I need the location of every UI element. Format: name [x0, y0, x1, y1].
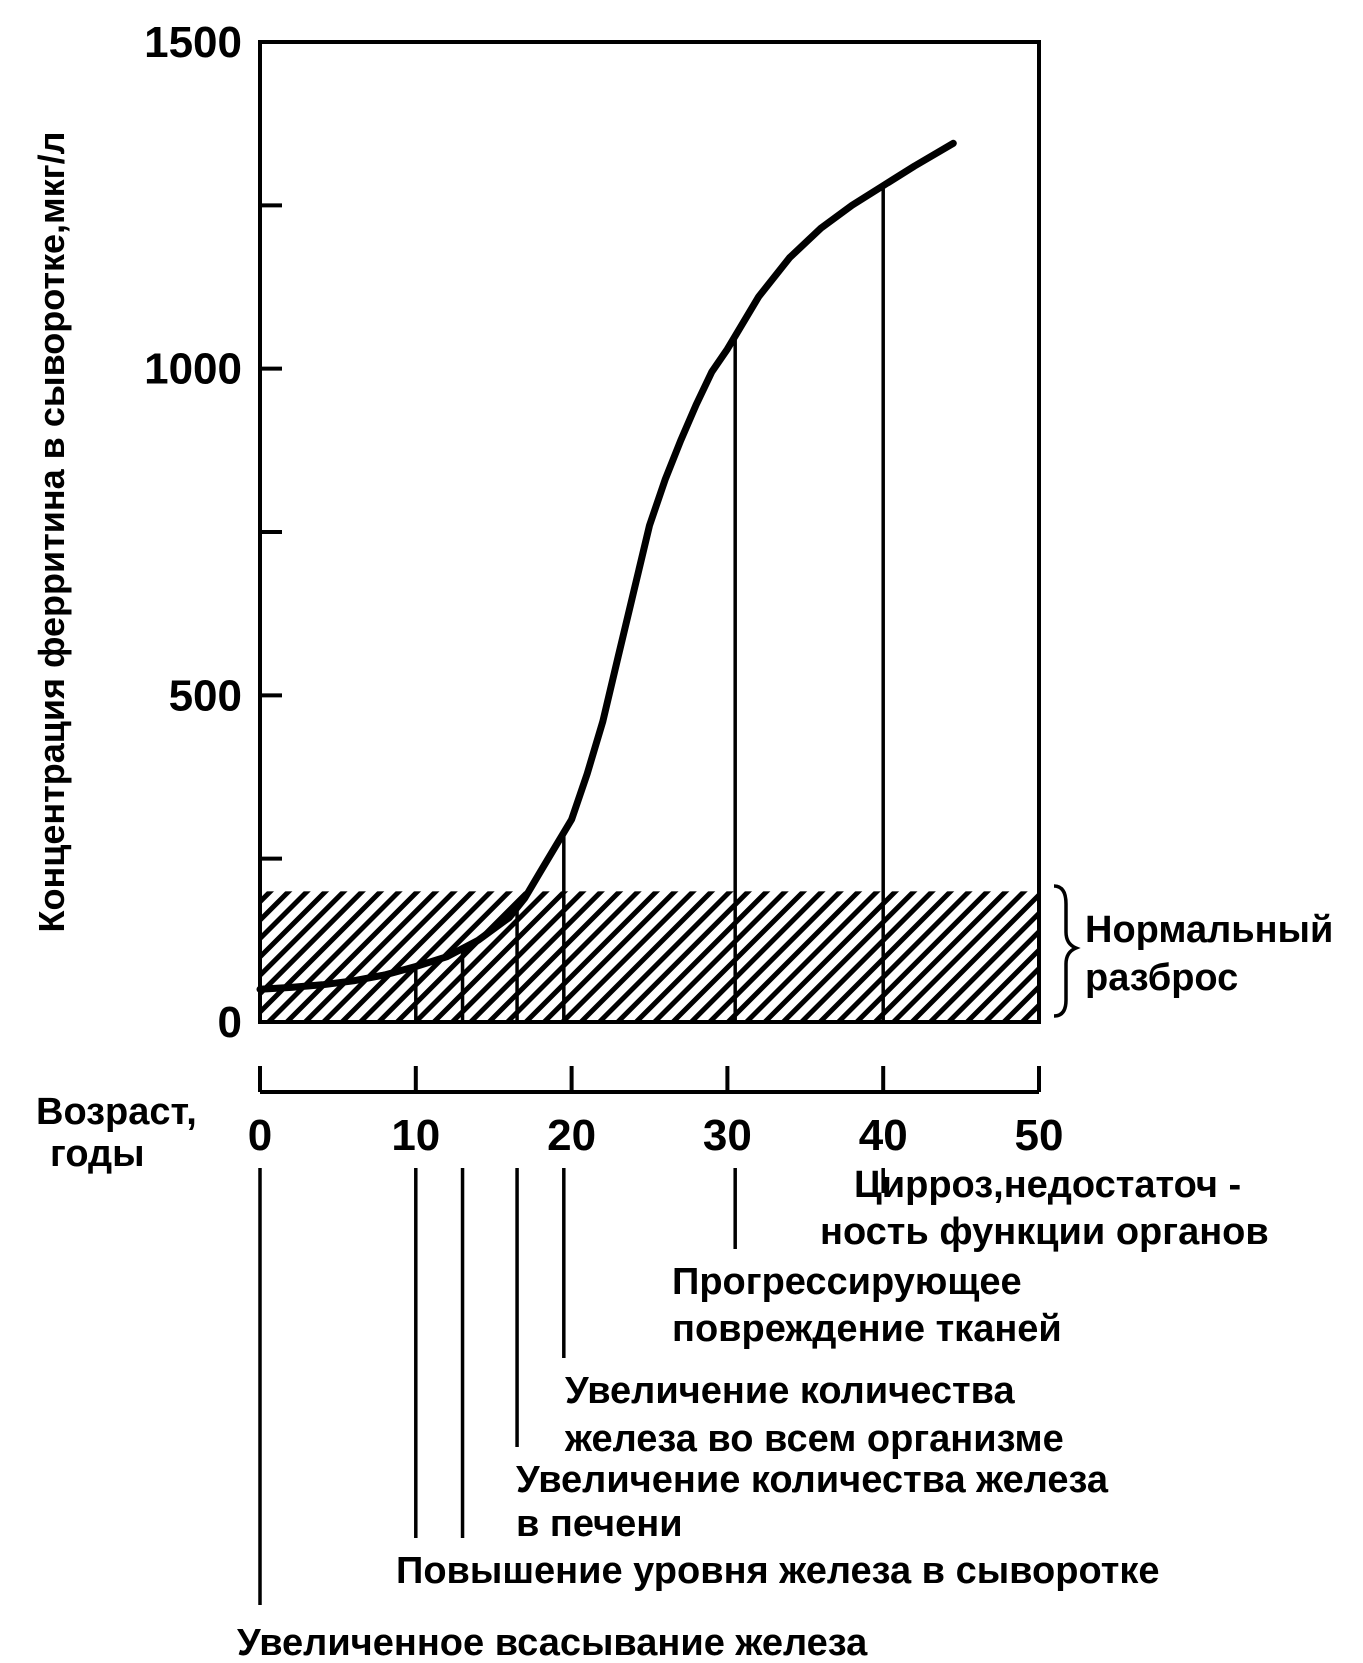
stage-label-6-line-1: ность функции органов: [820, 1211, 1269, 1253]
stage-labels: Увеличенное всасывание железа Повышение у…: [237, 1164, 1269, 1663]
stage-label-6-line-0: Цирроз,недостаточ -: [854, 1164, 1241, 1206]
x-axis-title: Возраст,годы: [36, 1091, 197, 1175]
x-tick-label-4: 40: [859, 1111, 908, 1160]
stage-label-3-line-1: в печени: [516, 1503, 683, 1545]
stage-label-3-line-0: Увеличение количества железа: [516, 1459, 1109, 1501]
x-axis-ticks: [258, 1066, 1041, 1092]
stage-drop-lines: [414, 185, 885, 1022]
normal-range-label-line-1: разброс: [1085, 957, 1238, 999]
y-tick-label-3: 1500: [144, 18, 242, 67]
stage-label-5-line-0: Прогрессирующее: [672, 1261, 1022, 1303]
x-tick-label-1: 10: [391, 1111, 440, 1160]
y-tick-label-2: 1000: [144, 345, 242, 394]
stage-label-4-line-0: Увеличение количества: [565, 1370, 1015, 1412]
stage-marker-lines: [258, 1168, 885, 1605]
x-tick-label-0: 0: [248, 1111, 272, 1160]
x-tick-label-2: 20: [547, 1111, 596, 1160]
y-axis-ticks: [260, 40, 282, 1024]
stage-label-5-line-1: повреждение тканей: [672, 1308, 1062, 1350]
normal-range-band: [260, 891, 1039, 1022]
y-axis-tick-labels: 0 500 1000 1500: [144, 18, 242, 1047]
y-tick-label-0: 0: [218, 998, 242, 1047]
stage-label-1-line-0: Повышение уровня железа в сыворотке: [396, 1550, 1160, 1592]
normal-range-brace: [1053, 884, 1081, 1018]
y-tick-label-1: 500: [169, 671, 242, 720]
stage-label-4-line-1: железа во всем организме: [564, 1418, 1064, 1460]
x-axis-title-line-0: Возраст,: [36, 1091, 197, 1133]
x-axis-title-line-1: годы: [50, 1133, 145, 1175]
normal-range-label-line-0: Нормальный: [1085, 909, 1333, 951]
x-tick-label-3: 30: [703, 1111, 752, 1160]
x-axis-tick-labels: 0 10 20 30 40 50: [248, 1111, 1064, 1160]
stage-label-0-line-0: Увеличенное всасывание железа: [237, 1622, 868, 1663]
x-tick-label-5: 50: [1015, 1111, 1064, 1160]
normal-range-label: Нормальный разброс: [1085, 909, 1333, 999]
y-axis-title: Концентрация ферритина в сыворотке,мкг/л: [31, 131, 72, 932]
ferritin-curve: [256, 139, 957, 993]
